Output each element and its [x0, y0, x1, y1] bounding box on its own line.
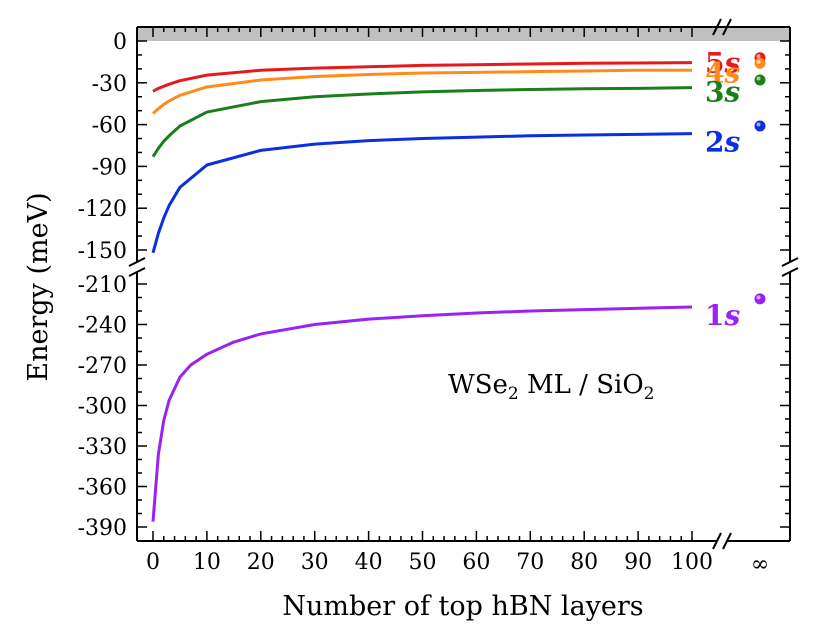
series-curves [151, 61, 693, 522]
tick-labels: 0 10 20 30 40 50 60 70 80 90 100 ∞ 0 -30 -60 -90 -120 -15… [78, 30, 770, 577]
axis-break-mark [781, 257, 799, 267]
y-tick-label: -90 [92, 155, 127, 180]
y-tick-label: -240 [78, 314, 127, 339]
y-tick-label: -30 [92, 72, 127, 97]
x-tick-label: 10 [193, 550, 221, 575]
axis-ticks [137, 27, 790, 541]
y-tick-label: -360 [78, 476, 127, 501]
infinity-point-highlight [756, 54, 761, 59]
series-line-3s [151, 86, 693, 158]
series-line-4s [151, 68, 692, 115]
series-label-5s: 5s [705, 47, 740, 80]
series-label-3s: 3s [705, 76, 740, 109]
axis-break-mark [781, 267, 799, 277]
series-line-2s [151, 132, 693, 254]
infinity-point-1s [754, 293, 766, 305]
infinity-point-highlight [756, 76, 761, 81]
axis-break-mark [722, 532, 732, 550]
y-axis-title: Energy (meV) [23, 192, 54, 381]
y-tick-label: -210 [78, 273, 127, 298]
x-tick-label: 70 [516, 550, 544, 575]
y-tick-label: -390 [78, 516, 127, 541]
y-tick-label: -300 [78, 395, 127, 420]
plot-frame [128, 18, 799, 550]
infinity-points [754, 52, 766, 305]
y-tick-label: -330 [78, 435, 127, 460]
x-tick-label-infinity: ∞ [751, 552, 769, 577]
infinity-point-4s [754, 57, 766, 69]
axis-break-mark [128, 257, 146, 267]
series-label-1s: 1s [705, 299, 740, 332]
axis-break-mark [128, 267, 146, 277]
x-tick-label: 30 [301, 550, 329, 575]
infinity-point-highlight [756, 295, 761, 300]
y-tick-label: 0 [113, 30, 127, 55]
annotation-text: WSe2 ML / SiO2 [448, 370, 654, 404]
series-line-5s [152, 61, 693, 93]
x-tick-label: 60 [462, 550, 490, 575]
axis-break-mark [722, 18, 732, 36]
axis-break-mark [712, 532, 722, 550]
y-tick-label: -270 [78, 354, 127, 379]
x-tick-label: 50 [409, 550, 437, 575]
y-tick-label: -150 [78, 239, 127, 264]
infinity-point-highlight [756, 122, 761, 127]
x-axis-title: Number of top hBN layers [282, 591, 643, 622]
y-tick-label: -120 [78, 197, 127, 222]
series-label-2s: 2s [705, 126, 740, 159]
infinity-point-2s [754, 120, 766, 132]
y-tick-label: -60 [92, 114, 127, 139]
series-label-4s: 4s [705, 56, 740, 89]
x-tick-label: 90 [624, 550, 652, 575]
axis-break-mark [712, 18, 722, 36]
infinity-point-3s [754, 74, 766, 86]
x-tick-label: 20 [247, 550, 275, 575]
x-tick-label: 100 [671, 550, 713, 575]
x-tick-label: 0 [146, 550, 160, 575]
x-tick-label: 80 [570, 550, 598, 575]
series-line-1s [151, 305, 693, 522]
infinity-point-highlight [756, 59, 761, 64]
x-tick-label: 40 [355, 550, 383, 575]
